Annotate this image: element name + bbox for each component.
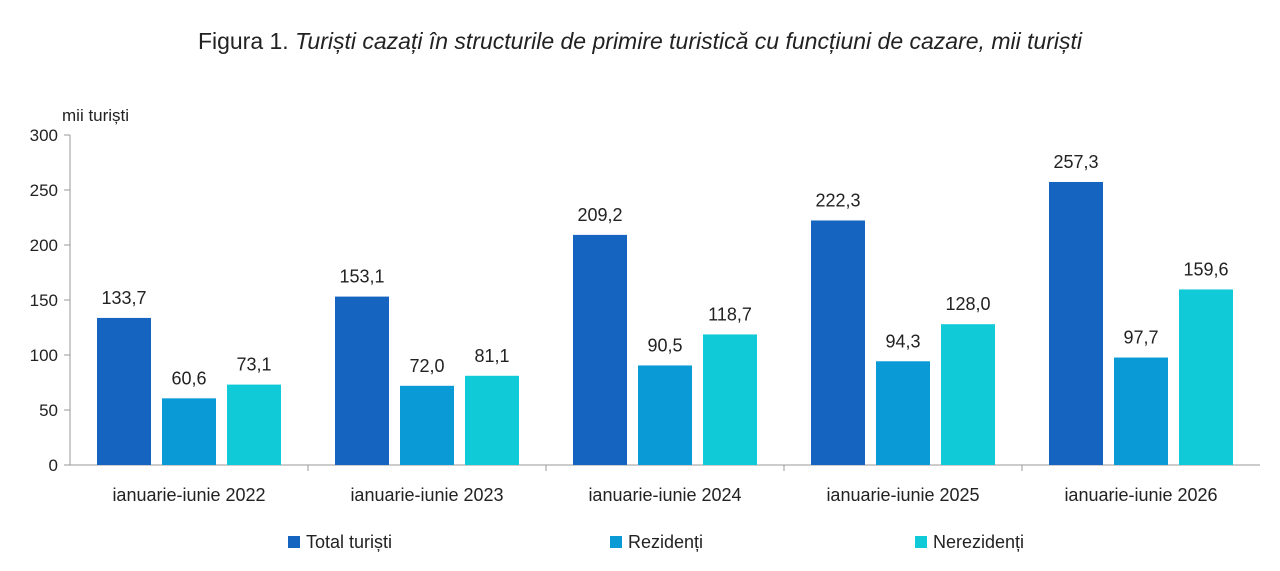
y-tick-label: 100 bbox=[30, 346, 58, 365]
y-tick-label: 0 bbox=[49, 456, 58, 475]
bar bbox=[465, 375, 519, 465]
legend-label: Nerezidenți bbox=[933, 532, 1024, 552]
x-tick-label: ianuarie-iunie 2024 bbox=[588, 485, 741, 505]
data-label: 209,2 bbox=[577, 205, 622, 225]
data-label: 60,6 bbox=[171, 368, 206, 388]
bar bbox=[876, 361, 930, 465]
axes: 0 50 100 150 200 250 300 ianuarie-iunie 2022 ian… bbox=[30, 126, 1260, 505]
chart-title-prefix: Figura 1. bbox=[197, 28, 289, 54]
data-label: 97,7 bbox=[1123, 328, 1158, 348]
legend: Total turiști Rezidenți Nerezidenți bbox=[288, 532, 1024, 552]
bar bbox=[703, 334, 757, 465]
legend-swatch bbox=[915, 536, 927, 548]
y-tick-label: 150 bbox=[30, 291, 58, 310]
bar bbox=[638, 365, 692, 465]
x-tick-label: ianuarie-iunie 2026 bbox=[1064, 485, 1217, 505]
data-label: 133,7 bbox=[101, 288, 146, 308]
data-label: 90,5 bbox=[647, 335, 682, 355]
y-tick-label: 50 bbox=[39, 401, 58, 420]
legend-label: Rezidenți bbox=[628, 532, 703, 552]
bar bbox=[335, 296, 389, 465]
data-label: 81,1 bbox=[474, 346, 509, 366]
bar bbox=[1114, 357, 1168, 465]
bar bbox=[162, 398, 216, 465]
bar bbox=[97, 317, 151, 465]
data-label: 153,1 bbox=[339, 267, 384, 287]
bar bbox=[1049, 181, 1103, 465]
chart-title: Figura 1. Turiști cazați în structurile … bbox=[0, 28, 1280, 55]
data-label: 257,3 bbox=[1053, 152, 1098, 172]
data-label: 159,6 bbox=[1183, 259, 1228, 279]
legend-label: Total turiști bbox=[306, 532, 392, 552]
data-label: 94,3 bbox=[885, 331, 920, 351]
bar bbox=[573, 234, 627, 465]
data-label: 222,3 bbox=[815, 190, 860, 210]
chart-title-text: Turiști cazați în structurile de primire… bbox=[295, 28, 1083, 54]
bar bbox=[400, 385, 454, 465]
x-tick-label: ianuarie-iunie 2022 bbox=[112, 485, 265, 505]
data-label: 73,1 bbox=[236, 355, 271, 375]
bar bbox=[811, 220, 865, 465]
data-label: 118,7 bbox=[708, 304, 752, 324]
y-tick-label: 200 bbox=[30, 236, 58, 255]
x-tick-label: ianuarie-iunie 2023 bbox=[350, 485, 503, 505]
y-tick-label: 300 bbox=[30, 126, 58, 145]
y-axis-label: mii turiști bbox=[62, 106, 129, 125]
legend-swatch bbox=[610, 536, 622, 548]
bar bbox=[227, 384, 281, 465]
x-tick-label: ianuarie-iunie 2025 bbox=[826, 485, 979, 505]
bar bbox=[1179, 289, 1233, 465]
data-label: 72,0 bbox=[409, 356, 444, 376]
legend-swatch bbox=[288, 536, 300, 548]
y-tick-label: 250 bbox=[30, 181, 58, 200]
bars: 133,7 60,6 73,1 153,1 72,0 81,1 209,2 90,5 118,7… bbox=[97, 152, 1233, 465]
bar bbox=[941, 324, 995, 465]
data-label: 128,0 bbox=[945, 294, 990, 314]
